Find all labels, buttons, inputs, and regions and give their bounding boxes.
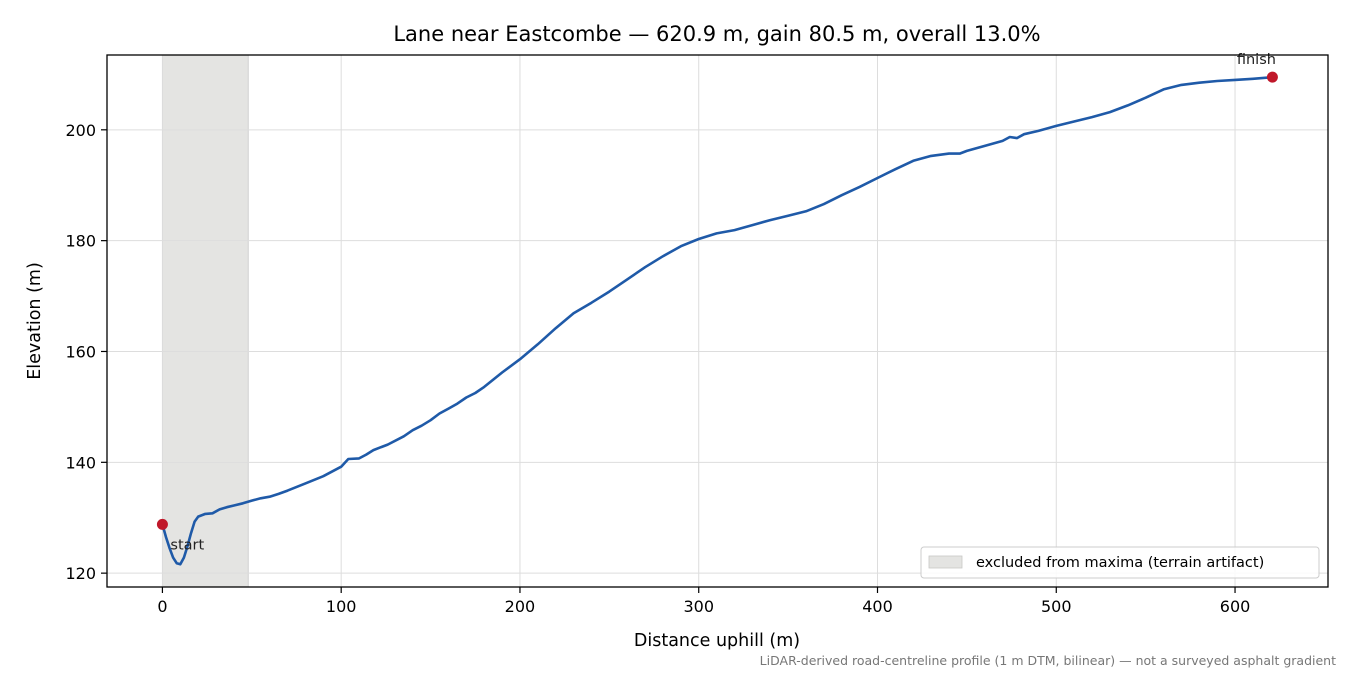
x-tick-label: 100: [326, 597, 357, 616]
legend-swatch: [928, 555, 963, 569]
y-axis-label: Elevation (m): [25, 262, 45, 380]
y-tick-label: 120: [65, 564, 96, 583]
finish-label: finish: [1237, 52, 1276, 68]
y-tick-label: 160: [65, 342, 96, 361]
x-tick-label: 0: [157, 597, 167, 616]
y-axis: 120 140 160 180 200: [65, 121, 107, 583]
grid: [107, 55, 1328, 587]
start-marker: [156, 518, 168, 530]
excluded-region: [162, 54, 249, 588]
y-tick-label: 200: [65, 121, 96, 140]
chart-title: Lane near Eastcombe — 620.9 m, gain 80.5…: [393, 22, 1040, 46]
x-axis: 0 100 200 300 400 500 600: [157, 587, 1250, 616]
legend-frame: [920, 546, 1320, 579]
plot-area: start finish: [106, 52, 1329, 588]
y-tick-label: 180: [65, 232, 96, 251]
x-tick-label: 200: [505, 597, 536, 616]
x-tick-label: 400: [862, 597, 893, 616]
x-tick-label: 600: [1220, 597, 1251, 616]
x-tick-label: 300: [683, 597, 714, 616]
finish-marker: [1266, 71, 1278, 83]
elevation-line: [161, 75, 1274, 566]
y-tick-label: 140: [65, 453, 96, 472]
plot-frame: [106, 54, 1329, 588]
start-label: start: [170, 537, 204, 553]
legend: excluded from maxima (terrain artifact): [920, 546, 1320, 579]
legend-entry-excluded: excluded from maxima (terrain artifact): [976, 555, 1264, 571]
x-axis-label: Distance uphill (m): [634, 631, 800, 651]
x-tick-label: 500: [1041, 597, 1072, 616]
footnote: LiDAR-derived road-centreline profile (1…: [760, 653, 1336, 668]
